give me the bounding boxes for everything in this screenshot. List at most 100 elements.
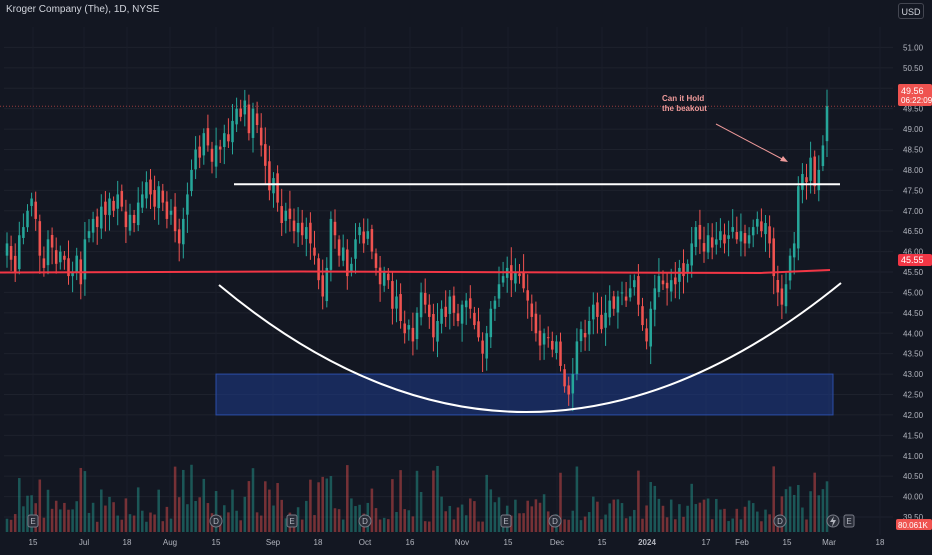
candle-body — [198, 146, 201, 158]
volume-bar — [382, 517, 386, 532]
volume-bar — [432, 470, 435, 532]
candle-body — [239, 108, 242, 117]
volume-bar — [30, 495, 33, 532]
volume-bar — [575, 466, 579, 532]
candle-body — [522, 271, 525, 289]
volume-bar — [440, 496, 443, 532]
candle-body — [284, 210, 288, 221]
candle-body — [235, 108, 238, 125]
price-tick-label: 48.00 — [903, 166, 924, 175]
candle-body — [764, 223, 767, 235]
candle-body — [575, 341, 579, 375]
volume-bar — [485, 474, 488, 532]
volume-bar — [444, 511, 447, 532]
event-marker-label: E — [30, 517, 35, 526]
candle-body — [214, 145, 218, 167]
volume-bar — [751, 503, 755, 532]
volume-bar — [715, 498, 718, 532]
volume-bar — [710, 519, 714, 532]
time-axis[interactable]: 15 Jul 18 Aug 15 Sep 18 Oct 16 Nov 15 Dec 15 2024 17 Fe… — [29, 538, 885, 547]
earnings-box — [27, 514, 39, 528]
volume-bar — [596, 501, 599, 532]
candle-body — [268, 161, 271, 191]
candle-body — [136, 202, 140, 226]
volume-bar — [165, 506, 169, 532]
candle-body — [157, 186, 160, 209]
event-marker-label: D — [552, 517, 558, 526]
lightning-icon[interactable] — [826, 514, 840, 528]
earnings-marker: E — [286, 514, 298, 528]
volume-bar — [526, 500, 529, 532]
volume-bar — [645, 505, 648, 532]
earnings-marker: E — [843, 514, 855, 528]
volume-bar — [735, 508, 739, 532]
time-tick-label: 2024 — [638, 538, 656, 547]
volume-bar — [71, 509, 74, 532]
volume-bar — [567, 519, 570, 532]
countdown-label: 06:22:09 — [901, 96, 932, 105]
volume-bar — [706, 498, 710, 532]
volume-bar — [698, 502, 702, 532]
candle-body — [825, 106, 829, 142]
currency-button[interactable]: USD — [898, 3, 924, 19]
candle-body — [649, 308, 652, 347]
volume-bar — [669, 499, 673, 532]
candle-body — [104, 201, 107, 215]
time-tick-label: Jul — [79, 538, 89, 547]
candle-body — [690, 243, 693, 266]
volume-bar — [399, 470, 402, 532]
support-line[interactable] — [0, 269, 831, 275]
candle-body — [227, 134, 230, 142]
candle-body — [686, 263, 689, 274]
volume-bar — [325, 478, 329, 532]
candle-body — [784, 284, 788, 307]
candle-body — [715, 239, 718, 245]
candle-body — [407, 325, 411, 330]
volume-bar — [9, 519, 13, 532]
volume-bar — [559, 472, 562, 532]
price-tick-label: 47.00 — [903, 207, 924, 216]
volume-bar — [124, 498, 128, 532]
candle-body — [59, 251, 62, 263]
candle-body — [358, 227, 361, 236]
time-tick-label: Sep — [266, 538, 281, 547]
volume-bar — [600, 519, 603, 532]
volume-bar — [792, 494, 796, 532]
cup-curve — [218, 282, 842, 413]
symbol-title[interactable]: Kroger Company (The), 1D, NYSE — [6, 4, 160, 15]
volume-bar — [202, 478, 206, 532]
volume-bar — [747, 500, 751, 532]
volume-bar — [169, 518, 173, 532]
volume-bar — [157, 489, 160, 532]
volume-bar — [436, 465, 439, 532]
candle-body — [419, 292, 423, 318]
volume-bar — [805, 519, 808, 532]
volume-bar — [231, 489, 234, 532]
candlesticks — [5, 89, 829, 412]
volume-bar — [161, 521, 165, 532]
price-tick-label: 49.00 — [903, 125, 924, 134]
volume-bar — [141, 510, 144, 532]
volume-bar — [760, 521, 763, 532]
candle-body — [530, 303, 534, 317]
candle-body — [735, 232, 739, 240]
time-tick-label: Aug — [163, 538, 177, 547]
candle-body — [366, 231, 370, 239]
volume-bar — [641, 518, 644, 532]
dividend-marker: D — [773, 514, 787, 528]
price-tick-label: 48.50 — [903, 146, 924, 155]
candle-body — [665, 282, 669, 289]
annotation-line-2: the beakout — [662, 104, 707, 113]
price-tick-label: 42.00 — [903, 411, 924, 420]
volume-bar — [415, 470, 419, 532]
candle-body — [460, 304, 464, 324]
price-tick-label: 46.00 — [903, 248, 924, 257]
candle-body — [792, 243, 796, 258]
volume-bar — [22, 506, 25, 532]
volume-bar — [801, 507, 804, 532]
candle-body — [325, 267, 329, 302]
candle-body — [309, 222, 312, 244]
price-tick-label: 39.50 — [903, 513, 924, 522]
